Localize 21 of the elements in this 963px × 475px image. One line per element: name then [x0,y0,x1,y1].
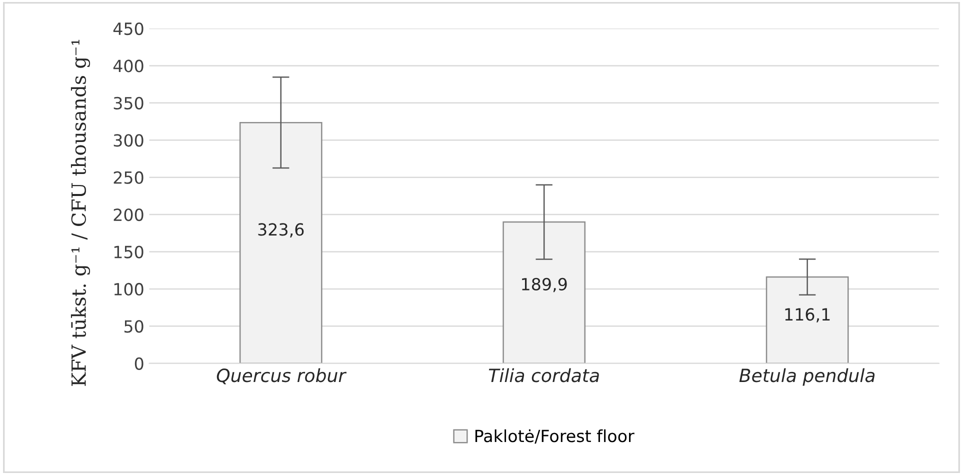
y-tick-label: 100 [114,282,144,296]
data-label: 323,6 [258,223,304,238]
bar [239,122,322,364]
y-tick-label: 300 [114,134,144,147]
y-tick-label: 350 [114,96,144,110]
x-tick-label: Betula pendula [739,368,875,386]
y-tick-label: 150 [114,246,144,258]
legend-label: Paklotė/Forest floor [475,429,634,444]
y-tick-label: 250 [114,171,144,184]
y-tick-label: 0 [134,357,144,370]
y-tick-label: 400 [113,60,144,72]
y-tick-label: 450 [113,22,144,36]
data-label: 116,1 [785,308,830,322]
bar [766,276,849,364]
y-axis-title: KFV tūkst. g⁻¹ / CFU thousands g⁻¹ [70,40,90,386]
data-label: 189,9 [522,278,567,292]
y-tick-label: 50 [124,320,144,333]
x-tick-label: Quercus robur [216,368,347,384]
x-tick-label: Tilia cordata [488,368,599,382]
y-tick-label: 200 [114,208,144,222]
bar [502,221,586,364]
